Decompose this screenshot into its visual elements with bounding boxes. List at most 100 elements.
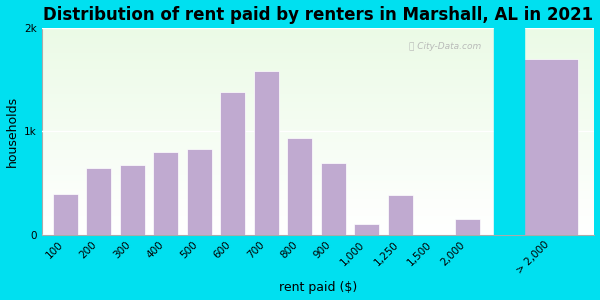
Bar bbox=[320, 163, 346, 235]
Bar bbox=[42, 197, 595, 200]
Bar bbox=[42, 40, 595, 42]
Bar bbox=[187, 149, 212, 235]
Bar bbox=[42, 129, 595, 131]
Bar bbox=[42, 181, 595, 183]
Bar bbox=[42, 208, 595, 210]
Bar bbox=[42, 49, 595, 51]
Bar bbox=[119, 165, 145, 235]
Bar bbox=[287, 139, 312, 235]
Bar bbox=[42, 92, 595, 94]
Bar bbox=[42, 74, 595, 75]
Bar bbox=[42, 191, 595, 193]
Bar bbox=[53, 194, 78, 235]
Bar bbox=[388, 195, 413, 235]
Bar bbox=[42, 228, 595, 230]
Bar bbox=[42, 67, 595, 69]
Bar bbox=[42, 75, 595, 77]
Bar bbox=[524, 59, 578, 235]
Bar bbox=[42, 160, 595, 162]
Bar bbox=[42, 212, 595, 214]
Bar bbox=[42, 164, 595, 166]
Bar bbox=[42, 121, 595, 123]
Bar bbox=[42, 216, 595, 218]
Bar bbox=[42, 218, 595, 220]
Bar bbox=[42, 63, 595, 65]
Bar bbox=[42, 226, 595, 228]
Bar bbox=[42, 172, 595, 175]
Bar bbox=[42, 46, 595, 49]
Bar bbox=[42, 65, 595, 67]
Bar bbox=[42, 88, 595, 90]
Bar bbox=[42, 193, 595, 195]
Bar bbox=[42, 69, 595, 71]
Bar bbox=[42, 42, 595, 44]
Bar bbox=[42, 112, 595, 115]
Bar bbox=[42, 135, 595, 137]
Bar bbox=[42, 84, 595, 86]
Bar bbox=[42, 28, 595, 30]
Bar bbox=[42, 177, 595, 179]
Bar bbox=[42, 44, 595, 46]
Bar bbox=[42, 204, 595, 206]
Bar bbox=[42, 170, 595, 172]
Bar bbox=[42, 195, 595, 197]
Bar bbox=[42, 175, 595, 177]
Bar bbox=[42, 53, 595, 55]
Bar bbox=[42, 158, 595, 160]
Bar bbox=[42, 30, 595, 32]
Bar bbox=[42, 90, 595, 92]
Bar bbox=[42, 98, 595, 100]
Bar bbox=[42, 137, 595, 140]
Bar bbox=[42, 111, 595, 112]
Bar bbox=[42, 140, 595, 142]
Bar bbox=[42, 38, 595, 40]
Bar bbox=[42, 123, 595, 125]
Bar bbox=[42, 106, 595, 109]
Bar bbox=[220, 92, 245, 235]
Bar bbox=[42, 144, 595, 146]
Bar bbox=[42, 82, 595, 84]
Bar bbox=[42, 127, 595, 129]
Bar bbox=[42, 61, 595, 63]
Bar bbox=[42, 200, 595, 202]
Bar bbox=[86, 169, 111, 235]
Bar bbox=[42, 117, 595, 119]
Bar bbox=[42, 100, 595, 102]
Bar bbox=[42, 179, 595, 181]
Bar bbox=[42, 189, 595, 191]
Bar bbox=[354, 224, 379, 235]
Bar bbox=[42, 224, 595, 226]
Bar bbox=[42, 55, 595, 57]
Bar bbox=[42, 131, 595, 133]
Title: Distribution of rent paid by renters in Marshall, AL in 2021: Distribution of rent paid by renters in … bbox=[43, 6, 593, 24]
Bar bbox=[42, 80, 595, 82]
Text: Ⓜ City-Data.com: Ⓜ City-Data.com bbox=[409, 42, 481, 51]
Bar bbox=[42, 150, 595, 152]
Bar bbox=[42, 57, 595, 59]
X-axis label: rent paid ($): rent paid ($) bbox=[279, 281, 357, 294]
Bar bbox=[42, 162, 595, 164]
Bar bbox=[42, 154, 595, 156]
Bar bbox=[42, 86, 595, 88]
Bar bbox=[42, 152, 595, 154]
Bar bbox=[42, 36, 595, 38]
Bar bbox=[42, 94, 595, 96]
Bar bbox=[42, 183, 595, 185]
Bar bbox=[42, 133, 595, 135]
Bar bbox=[42, 167, 595, 169]
Bar bbox=[42, 202, 595, 204]
Bar bbox=[42, 146, 595, 148]
Bar bbox=[42, 71, 595, 74]
Bar bbox=[42, 169, 595, 170]
Bar bbox=[42, 142, 595, 144]
Bar bbox=[42, 187, 595, 189]
Bar bbox=[42, 185, 595, 187]
Bar bbox=[42, 32, 595, 34]
Bar bbox=[42, 206, 595, 208]
Bar bbox=[42, 109, 595, 111]
Bar bbox=[42, 104, 595, 106]
Bar bbox=[42, 119, 595, 121]
Bar bbox=[42, 34, 595, 36]
Bar bbox=[42, 125, 595, 127]
Bar bbox=[254, 71, 279, 235]
